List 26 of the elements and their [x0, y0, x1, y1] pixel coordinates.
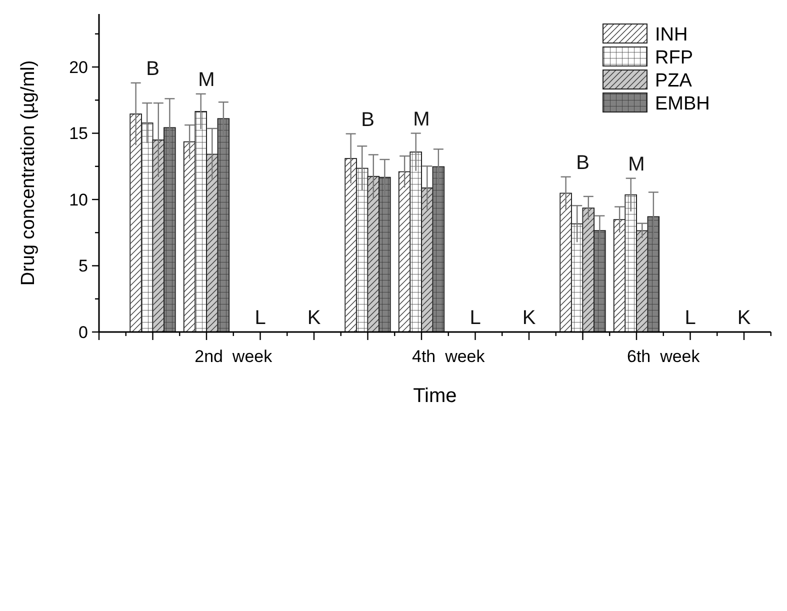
- x-tick-label: L: [470, 307, 481, 329]
- y-tick-label: 5: [78, 256, 88, 276]
- legend-label: INH: [655, 24, 688, 46]
- x-tick-label: K: [522, 307, 536, 329]
- x-tick-label: B: [576, 152, 590, 174]
- text: 6th week: [626, 347, 700, 366]
- x-axis-title: Time: [413, 385, 457, 407]
- x-tick-label: K: [307, 307, 322, 329]
- x-tick-label: M: [198, 68, 215, 91]
- x-tick-label: M: [413, 108, 430, 130]
- x-tick-label: L: [254, 307, 266, 329]
- y-tick-label: 10: [69, 190, 88, 210]
- x-tick-label: B: [361, 108, 374, 131]
- legend-label: RFP: [655, 48, 693, 69]
- text: 2nd week: [194, 347, 273, 366]
- x-tick-label: B: [146, 58, 160, 80]
- x-tick-label: K: [737, 307, 752, 329]
- x-tick-label: L: [684, 307, 696, 329]
- legend-label: PZA: [655, 70, 692, 92]
- legend-label: EMBH: [655, 94, 710, 115]
- y-tick-label: 20: [69, 58, 88, 77]
- y-tick-label: 15: [69, 124, 88, 144]
- y-axis-title: Drug concentration (µg/ml): [18, 60, 39, 286]
- y-tick-label: 0: [78, 322, 88, 342]
- text: 4th week: [412, 347, 486, 366]
- x-tick-label: M: [628, 153, 645, 176]
